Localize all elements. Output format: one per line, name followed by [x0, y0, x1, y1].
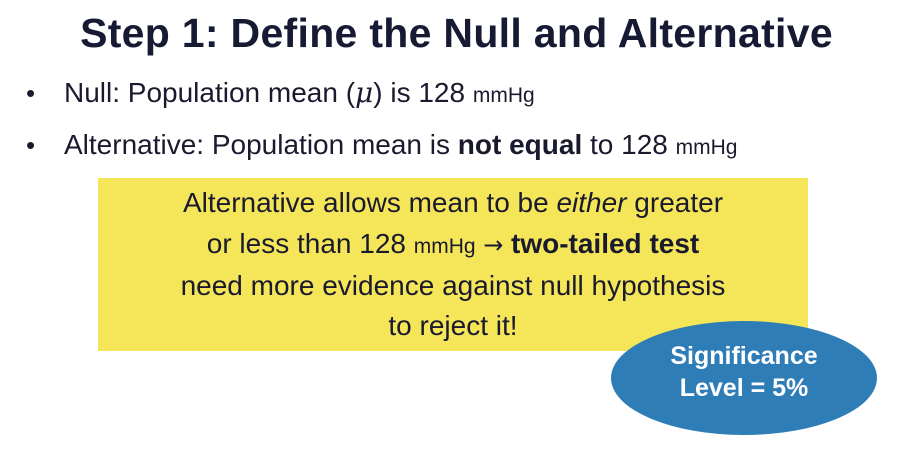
callout-line-3: need more evidence against null hypothes…	[180, 270, 726, 301]
callout-line-1: Alternative allows mean to be either gre…	[98, 186, 808, 220]
bullet-list: • Null: Population mean (μ) is 128 mmHg …	[22, 76, 902, 180]
alternative-text-prefix: Alternative: Population mean is	[64, 129, 458, 160]
null-unit: mmHg	[472, 84, 535, 107]
alternative-text-middle: to 128	[582, 129, 676, 160]
bullet-marker: •	[26, 78, 36, 108]
callout-line-1-start: Alternative allows mean to be	[182, 187, 557, 218]
bullet-null: • Null: Population mean (μ) is 128 mmHg	[22, 76, 902, 128]
badge-line-2: Level = 5%	[679, 374, 809, 402]
significance-level-badge: Significance Level = 5%	[611, 321, 877, 435]
bullet-alternative: • Alternative: Population mean is not eq…	[22, 128, 902, 180]
slide-title: Step 1: Define the Null and Alternative	[80, 10, 833, 56]
callout-line-2: or less than 128 mmHg → two-tailed test	[98, 227, 808, 264]
badge-line-1: Significance	[670, 342, 818, 370]
mu-symbol: μ	[355, 76, 374, 109]
callout-line-2-start: or less than 128	[206, 228, 414, 259]
alternative-unit: mmHg	[675, 136, 738, 159]
null-text-prefix: Null: Population mean (	[64, 77, 356, 108]
bullet-marker: •	[26, 130, 36, 160]
callout-line-4: to reject it!	[388, 310, 518, 341]
callout-unit: mmHg	[413, 235, 476, 258]
callout-box: Alternative allows mean to be either gre…	[98, 178, 808, 351]
callout-either: either	[556, 187, 627, 218]
null-text-middle: ) is 128	[373, 77, 473, 108]
callout-line-1-end: greater	[626, 187, 724, 218]
two-tailed-test-term: two-tailed test	[511, 228, 700, 259]
not-equal-emphasis: not equal	[457, 129, 583, 160]
right-arrow-icon: →	[475, 231, 511, 259]
